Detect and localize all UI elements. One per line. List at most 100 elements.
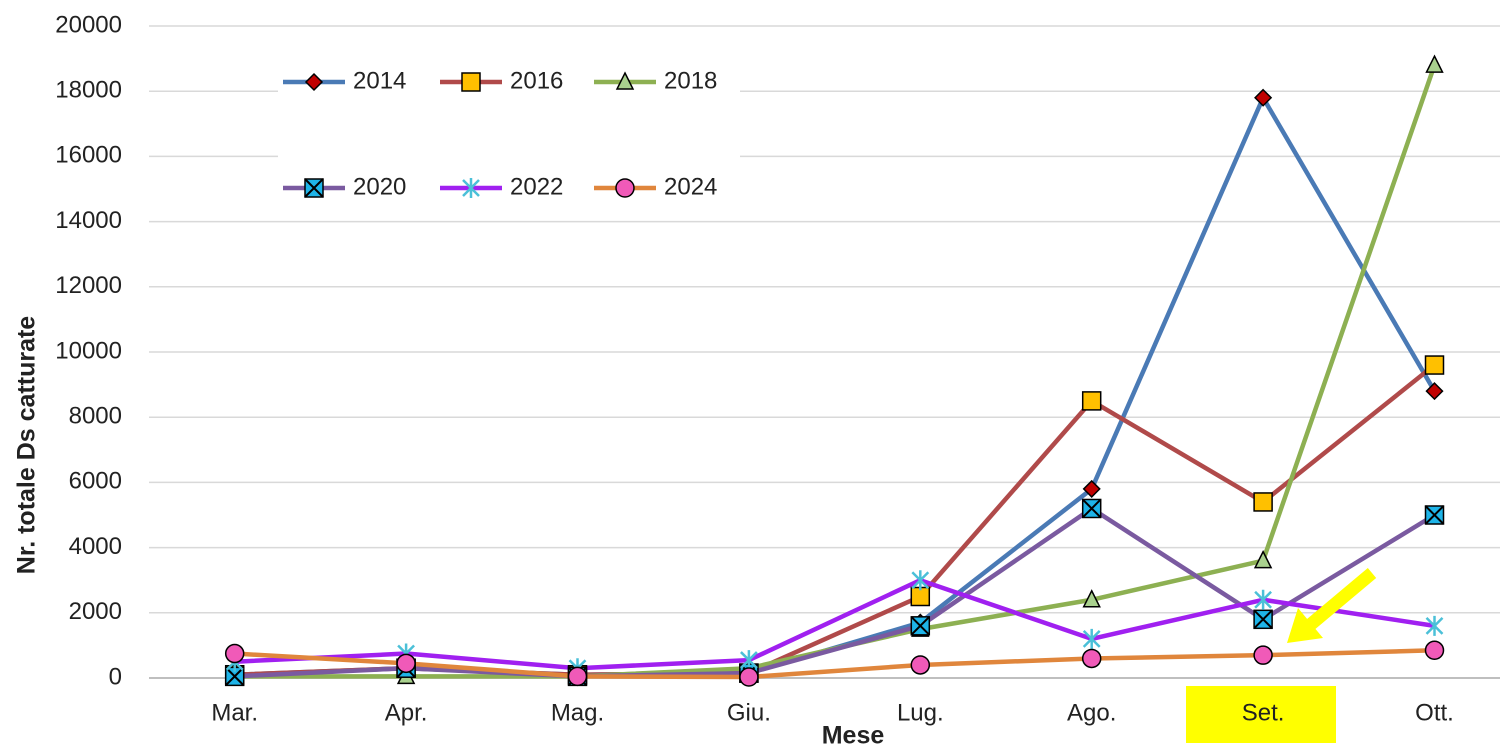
asterisk — [740, 650, 758, 671]
marker — [1253, 492, 1273, 512]
triangle — [1253, 549, 1273, 569]
x-tick-label: Giu. — [727, 699, 771, 726]
legend-item: 2022 — [440, 173, 563, 200]
square — [1253, 492, 1273, 512]
marker — [1425, 54, 1444, 73]
marker — [739, 667, 759, 687]
circle — [1424, 640, 1445, 661]
y-tick-label: 2000 — [69, 598, 122, 625]
asterisk — [1425, 615, 1444, 636]
cross — [910, 616, 931, 636]
x-tick-label: Lug. — [897, 699, 944, 726]
y-tick-label: 8000 — [69, 403, 122, 430]
diamond — [1425, 382, 1444, 401]
circle — [1081, 648, 1102, 669]
marker — [304, 72, 324, 92]
y-tick-label: 18000 — [55, 77, 122, 104]
arrow-head — [1287, 608, 1323, 643]
x-tick-label: Mag. — [551, 699, 604, 726]
y-tick-label: 20000 — [55, 11, 122, 38]
x-tick-label: Mar. — [211, 699, 258, 726]
triangle — [615, 71, 635, 90]
marker — [1081, 648, 1102, 669]
highlight — [1186, 686, 1336, 743]
marker — [1081, 498, 1102, 519]
marker — [462, 178, 480, 198]
circle — [224, 643, 245, 664]
marker — [1082, 589, 1101, 608]
legend-item: 2020 — [283, 173, 406, 200]
marker — [224, 643, 245, 664]
y-tick-label: 14000 — [55, 207, 122, 234]
x-tick-label: Ott. — [1415, 699, 1454, 726]
marker — [1082, 628, 1101, 649]
legend-label: 2020 — [353, 173, 406, 200]
circle — [1253, 645, 1273, 665]
square — [1424, 355, 1445, 375]
circle — [910, 655, 931, 675]
marker — [740, 650, 758, 671]
legend-label: 2018 — [664, 67, 717, 94]
series-line — [234, 577, 1435, 671]
x-axis-title: Mese — [822, 722, 885, 750]
marker — [304, 178, 324, 198]
legend-background — [278, 52, 740, 218]
marker — [396, 653, 416, 674]
legend-label: 2022 — [510, 173, 563, 200]
marker — [911, 570, 930, 591]
marker — [1254, 589, 1272, 610]
arrow — [1287, 568, 1377, 643]
triangle — [1082, 589, 1101, 608]
circle — [615, 178, 635, 198]
marker — [1081, 391, 1102, 411]
marker — [1253, 549, 1273, 569]
plot — [224, 54, 1445, 687]
y-axis-title: Nr. totale Ds catturate — [13, 316, 41, 575]
y-tick-label: 10000 — [55, 337, 122, 364]
circle — [396, 653, 416, 674]
series-line — [234, 506, 1436, 679]
diamond — [304, 72, 324, 92]
circle — [739, 667, 759, 687]
marker — [910, 655, 931, 675]
legend-item: 2014 — [283, 67, 406, 94]
marker — [1424, 640, 1445, 661]
legend-item: 2018 — [594, 67, 717, 94]
series-line — [234, 648, 1435, 680]
asterisk — [1082, 628, 1101, 649]
x-tick-label: Apr. — [385, 699, 428, 726]
cross — [1253, 609, 1273, 630]
asterisk — [1254, 589, 1272, 610]
marker — [461, 72, 481, 92]
marker — [1425, 382, 1444, 401]
marker — [1254, 88, 1273, 107]
legend-label: 2016 — [510, 67, 563, 94]
marker — [1425, 615, 1444, 636]
marker — [1424, 355, 1445, 375]
diamond — [1254, 88, 1273, 107]
y-tick-label: 6000 — [69, 468, 122, 495]
legend-label: 2024 — [664, 173, 717, 200]
legend-item: 2016 — [440, 67, 563, 94]
y-tick-label: 16000 — [55, 142, 122, 169]
y-tick-label: 12000 — [55, 272, 122, 299]
asterisk — [911, 570, 930, 591]
circle — [567, 666, 588, 687]
marker — [1424, 505, 1445, 525]
x-tick-label: Set. — [1242, 699, 1285, 726]
marker — [910, 616, 931, 636]
x-tick-label: Ago. — [1067, 699, 1116, 726]
cross — [1081, 498, 1102, 519]
legend-label: 2014 — [353, 67, 406, 94]
arrow-shaft — [1305, 568, 1377, 630]
marker — [1253, 609, 1273, 630]
marker — [1253, 645, 1273, 665]
square — [1081, 391, 1102, 411]
marker — [224, 666, 245, 687]
square — [461, 72, 481, 92]
legend-item: 2024 — [594, 173, 717, 200]
cross — [1424, 505, 1445, 525]
cross — [304, 178, 324, 198]
marker — [615, 178, 635, 198]
